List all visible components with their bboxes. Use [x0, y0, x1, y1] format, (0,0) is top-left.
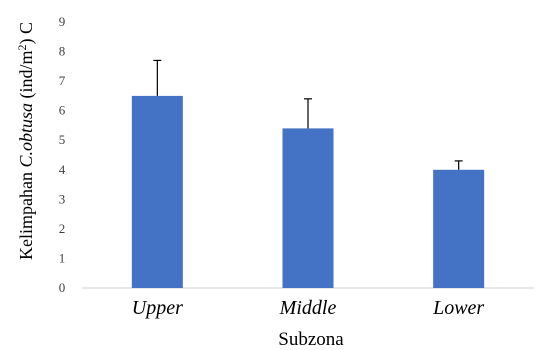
- x-category-label: Middle: [279, 297, 337, 319]
- error-bars: [153, 59, 463, 170]
- y-axis-title-prefix: Kelimpahan: [16, 168, 36, 260]
- x-category-label: Lower: [432, 297, 484, 319]
- x-axis-title: Subzona: [278, 329, 344, 350]
- y-axis-title-species: C.obtusa: [16, 103, 36, 168]
- bar-lower: [433, 169, 485, 288]
- y-tick-label: 7: [59, 73, 66, 88]
- bars: [131, 95, 485, 288]
- y-tick-label: 9: [59, 14, 66, 29]
- y-tick-label: 6: [59, 103, 66, 118]
- y-tick-label: 5: [59, 132, 66, 147]
- x-axis-categories: Upper Middle Lower: [132, 297, 485, 319]
- y-axis-ticks: 0 1 2 3 4 5 6 7 8 9: [59, 14, 66, 295]
- y-axis-title-unit-sup: 2: [15, 45, 29, 51]
- bar-middle: [282, 128, 334, 288]
- bar-upper: [131, 95, 183, 288]
- y-axis-title-unit-start: (ind/m: [16, 51, 37, 104]
- y-tick-label: 3: [59, 191, 66, 206]
- y-axis-title: Kelimpahan C.obtusa (ind/m2) C: [15, 22, 37, 260]
- y-tick-label: 2: [59, 221, 66, 236]
- y-tick-label: 1: [59, 250, 66, 265]
- y-axis-title-unit-end: ) C: [16, 22, 37, 45]
- y-tick-label: 0: [59, 280, 66, 295]
- y-tick-label: 4: [59, 162, 66, 177]
- y-tick-label: 8: [59, 44, 66, 59]
- x-category-label: Upper: [132, 297, 183, 319]
